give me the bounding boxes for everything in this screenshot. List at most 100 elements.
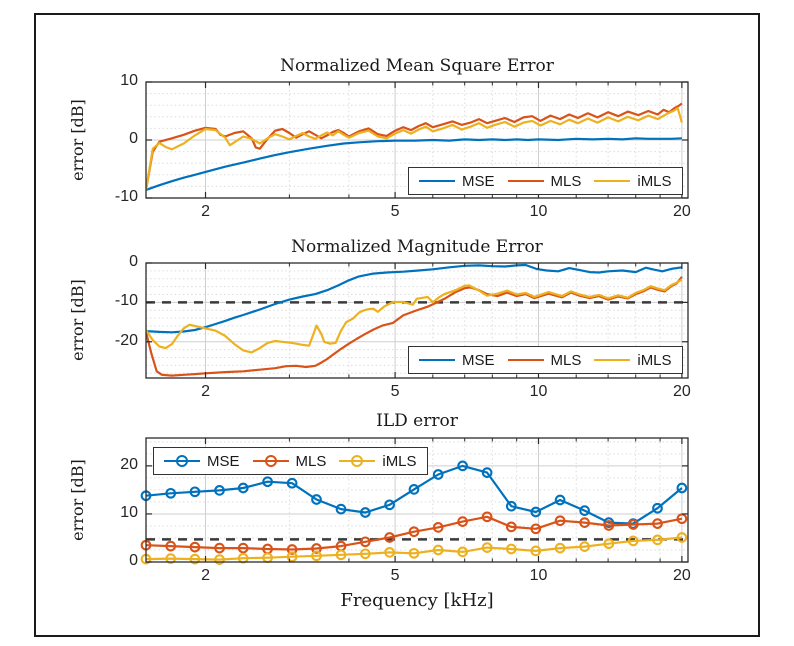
- axes-frame: [145, 262, 689, 379]
- imls-line-marker-swatch: [339, 455, 376, 467]
- plot2-title: Normalized Magnitude Error: [291, 237, 543, 257]
- circle-marker-icon: [351, 455, 364, 467]
- plot2-ylabel: error [dB]: [68, 279, 87, 361]
- legend-entry-mls: MLS: [507, 351, 582, 369]
- mse-marker: [457, 460, 468, 472]
- plot3-legend: MSE MLS iMLS: [153, 447, 428, 475]
- x-tick-label: 5: [390, 567, 400, 584]
- mls-marker: [603, 520, 615, 531]
- mse-marker: [505, 500, 517, 512]
- legend-entry-mls: MLS: [507, 172, 582, 190]
- mls-marker: [189, 541, 201, 553]
- mse-marker: [384, 499, 395, 511]
- x-axis-label: Frequency [kHz]: [340, 590, 494, 611]
- mse-marker: [311, 494, 322, 505]
- mls-marker: [457, 516, 468, 527]
- mls-marker: [579, 517, 590, 528]
- mls-line-swatch: [507, 179, 544, 183]
- x-tick-label: 2: [201, 567, 210, 584]
- mls-marker: [530, 523, 542, 535]
- mse-marker: [530, 506, 542, 518]
- x-tick-label: 10: [529, 203, 548, 220]
- imls-marker: [432, 544, 444, 556]
- mls-marker: [286, 544, 298, 555]
- imls-marker: [457, 546, 468, 558]
- legend-label: MLS: [550, 351, 582, 369]
- mse-marker: [359, 507, 371, 518]
- legend-label: iMLS: [382, 452, 417, 470]
- mse-marker: [262, 476, 273, 488]
- mls-marker: [481, 511, 493, 523]
- imls-marker: [505, 543, 517, 555]
- mse-marker: [432, 469, 444, 480]
- legend-entry-imls: iMLS: [594, 172, 672, 190]
- x-tick-label: 10: [529, 383, 548, 400]
- plot3-ylabel: error [dB]: [68, 459, 87, 541]
- imls-marker: [286, 551, 298, 563]
- plot2-legend: MSE MLS iMLS: [408, 346, 683, 374]
- imls-marker: [627, 535, 639, 547]
- imls-marker: [652, 534, 663, 546]
- y-tick-label: 0: [129, 130, 138, 147]
- mls-marker: [554, 515, 566, 527]
- mse-marker: [554, 494, 566, 506]
- mse-line-swatch: [419, 358, 455, 362]
- mls-curve: [146, 102, 683, 191]
- legend-label: MLS: [295, 452, 327, 470]
- imls-line-swatch: [594, 358, 631, 362]
- y-tick-label: 10: [120, 503, 138, 521]
- imls-curve: [146, 106, 683, 191]
- legend-entry-mse: MSE: [419, 173, 495, 190]
- legend-label: iMLS: [637, 172, 672, 190]
- circle-marker-icon: [264, 455, 277, 467]
- mse-marker: [408, 484, 420, 495]
- legend-entry-imls: iMLS: [339, 452, 417, 470]
- mse-marker: [676, 482, 688, 494]
- legend-label: MLS: [550, 172, 582, 190]
- mls-marker: [214, 542, 225, 554]
- x-tick-label: 20: [672, 383, 691, 400]
- mse-marker: [579, 505, 590, 516]
- imls-marker: [554, 542, 566, 554]
- imls-marker: [603, 538, 615, 550]
- legend-label: MSE: [462, 351, 495, 369]
- axes-frame: [145, 437, 689, 563]
- y-tick-label: -10: [114, 292, 138, 310]
- mse-curve: [146, 263, 683, 334]
- y-tick-label: 0: [129, 253, 138, 270]
- mse-marker: [189, 486, 201, 498]
- mls-marker: [505, 521, 517, 533]
- y-tick-label: 10: [120, 72, 138, 89]
- legend-label: MSE: [207, 452, 240, 470]
- mse-marker: [286, 477, 298, 489]
- legend-entry-mse: MSE: [164, 453, 240, 470]
- legend-label: MSE: [462, 172, 495, 190]
- mse-curve: [146, 137, 682, 191]
- circle-marker-icon: [176, 455, 188, 467]
- mse-marker: [652, 502, 663, 514]
- legend-entry-mls: MLS: [252, 452, 327, 470]
- imls-marker: [359, 548, 371, 560]
- mse-marker: [214, 485, 225, 496]
- mls-curve: [146, 276, 683, 377]
- mse-curve: [146, 464, 683, 525]
- mls-marker: [676, 513, 688, 525]
- mls-curve: [146, 515, 683, 551]
- mse-marker: [481, 467, 493, 478]
- mls-marker: [237, 542, 249, 554]
- mls-marker: [384, 532, 395, 543]
- x-tick-label: 10: [529, 567, 548, 584]
- imls-marker: [189, 553, 201, 565]
- mse-line-marker-swatch: [164, 455, 200, 467]
- imls-marker: [335, 549, 347, 561]
- y-tick-label: -20: [114, 331, 138, 349]
- mls-marker: [652, 518, 663, 529]
- mse-marker: [165, 487, 177, 499]
- mls-marker: [359, 536, 371, 548]
- legend-label: iMLS: [637, 351, 672, 369]
- x-tick-label: 20: [672, 567, 691, 584]
- mls-line-marker-swatch: [252, 455, 289, 467]
- plot3-title: ILD error: [376, 411, 458, 431]
